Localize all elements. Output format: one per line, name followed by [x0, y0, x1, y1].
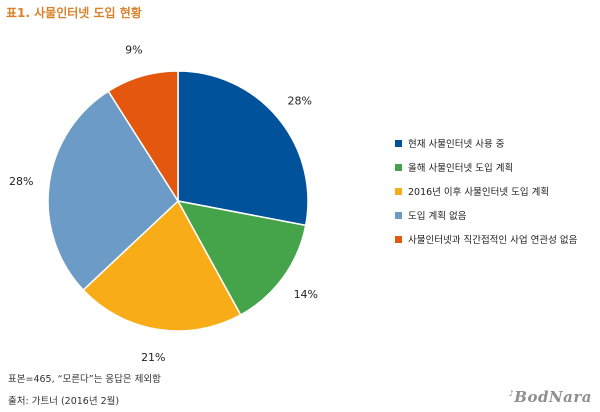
bodnara-logo: ♪BodNara	[509, 388, 592, 406]
legend-swatch	[395, 235, 402, 243]
pie-slice	[107, 70, 179, 204]
slice-value-label: 28%	[287, 94, 311, 107]
slice-value-label: 9%	[125, 43, 142, 56]
chart-title: 표1. 사물인터넷 도입 현황	[6, 6, 142, 20]
legend-label: 사물인터넷과 직간접적인 사업 연관성 없음	[408, 235, 578, 246]
logo-mark-icon: ♪	[508, 388, 515, 398]
pie-slice	[176, 199, 307, 316]
legend-item: 현재 사물인터넷 사용 중	[395, 131, 577, 155]
legend-label: 도입 계획 없음	[408, 211, 467, 222]
legend-swatch	[395, 163, 402, 171]
sample-note: 표본=465, “모른다”는 응답은 제외함	[8, 374, 161, 385]
legend-item: 도입 계획 없음	[395, 203, 577, 227]
pie-slice	[82, 199, 242, 332]
legend-label: 현재 사물인터넷 사용 중	[408, 139, 505, 150]
pie-slice	[47, 90, 179, 292]
legend-swatch	[395, 187, 402, 195]
slice-value-label: 28%	[9, 175, 33, 188]
legend-swatch	[395, 211, 402, 219]
slice-value-label: 21%	[141, 351, 165, 364]
legend-item: 올해 사물인터넷 도입 계획	[395, 155, 577, 179]
source-note: 출처: 가트너 (2016년 2월)	[8, 396, 120, 407]
legend-item: 사물인터넷과 직간접적인 사업 연관성 없음	[395, 227, 577, 251]
logo-text: BodNara	[514, 388, 592, 406]
chart-legend: 현재 사물인터넷 사용 중 올해 사물인터넷 도입 계획 2016년 이후 사물…	[395, 131, 577, 251]
legend-item: 2016년 이후 사물인터넷 도입 계획	[395, 179, 577, 203]
legend-swatch	[395, 139, 402, 147]
legend-label: 2016년 이후 사물인터넷 도입 계획	[408, 187, 550, 198]
legend-label: 올해 사물인터넷 도입 계획	[408, 163, 514, 174]
pie-slice	[177, 70, 309, 227]
slice-value-label: 14%	[294, 288, 318, 301]
